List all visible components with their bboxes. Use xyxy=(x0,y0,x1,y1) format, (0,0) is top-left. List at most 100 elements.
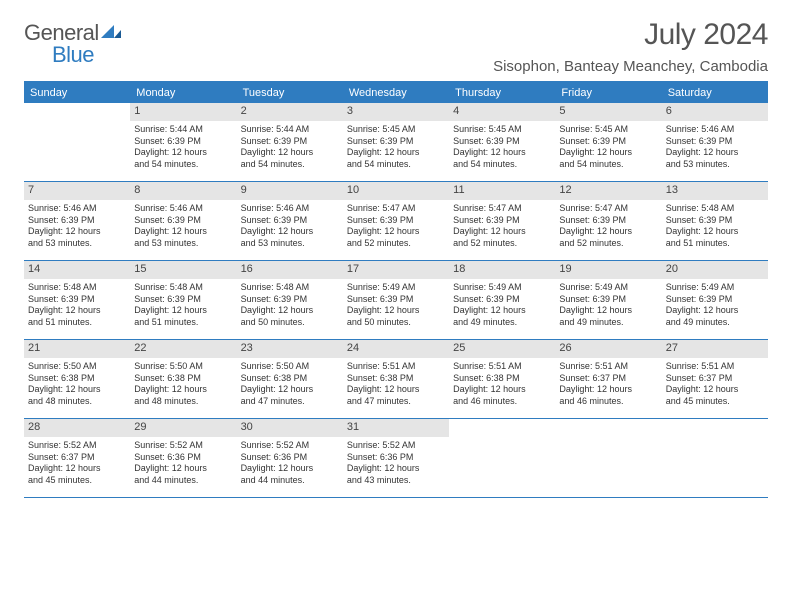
day-info-line: and 43 minutes. xyxy=(347,475,445,486)
day-cell: 25Sunrise: 5:51 AMSunset: 6:38 PMDayligh… xyxy=(449,340,555,418)
day-info-line: Sunrise: 5:50 AM xyxy=(241,361,339,372)
day-info-line: Daylight: 12 hours xyxy=(559,226,657,237)
day-body: Sunrise: 5:46 AMSunset: 6:39 PMDaylight:… xyxy=(662,121,768,175)
day-info-line: Daylight: 12 hours xyxy=(28,226,126,237)
day-info-line: and 46 minutes. xyxy=(453,396,551,407)
day-info-line: Sunset: 6:39 PM xyxy=(134,136,232,147)
day-body: Sunrise: 5:49 AMSunset: 6:39 PMDaylight:… xyxy=(662,279,768,333)
day-info-line: Sunset: 6:39 PM xyxy=(347,136,445,147)
day-info-line: and 49 minutes. xyxy=(666,317,764,328)
calendar-grid: 1Sunrise: 5:44 AMSunset: 6:39 PMDaylight… xyxy=(24,103,768,498)
day-info-line: Sunrise: 5:51 AM xyxy=(347,361,445,372)
day-info-line: Sunset: 6:39 PM xyxy=(347,294,445,305)
day-info-line: Sunrise: 5:48 AM xyxy=(241,282,339,293)
day-info-line: Daylight: 12 hours xyxy=(453,305,551,316)
week-row: 1Sunrise: 5:44 AMSunset: 6:39 PMDaylight… xyxy=(24,103,768,182)
logo-triangle-icon xyxy=(101,24,121,42)
day-cell: 10Sunrise: 5:47 AMSunset: 6:39 PMDayligh… xyxy=(343,182,449,260)
day-body: Sunrise: 5:52 AMSunset: 6:36 PMDaylight:… xyxy=(343,437,449,491)
day-body: Sunrise: 5:47 AMSunset: 6:39 PMDaylight:… xyxy=(555,200,661,254)
day-number: 6 xyxy=(662,103,768,121)
day-info-line: and 47 minutes. xyxy=(347,396,445,407)
calendar-page: GeneralBlue July 2024 Sisophon, Banteay … xyxy=(0,0,792,516)
day-number: 15 xyxy=(130,261,236,279)
day-info-line: Sunset: 6:39 PM xyxy=(347,215,445,226)
day-info-line: and 45 minutes. xyxy=(28,475,126,486)
day-info-line: and 48 minutes. xyxy=(134,396,232,407)
day-number: 23 xyxy=(237,340,343,358)
day-body: Sunrise: 5:45 AMSunset: 6:39 PMDaylight:… xyxy=(555,121,661,175)
day-info-line: and 48 minutes. xyxy=(28,396,126,407)
day-info-line: Sunset: 6:38 PM xyxy=(453,373,551,384)
day-info-line: Sunset: 6:39 PM xyxy=(559,136,657,147)
day-cell: 31Sunrise: 5:52 AMSunset: 6:36 PMDayligh… xyxy=(343,419,449,497)
day-info-line: Sunrise: 5:45 AM xyxy=(453,124,551,135)
day-info-line: Sunrise: 5:51 AM xyxy=(666,361,764,372)
day-number: 25 xyxy=(449,340,555,358)
day-info-line: Daylight: 12 hours xyxy=(134,226,232,237)
day-number: 20 xyxy=(662,261,768,279)
day-cell: 1Sunrise: 5:44 AMSunset: 6:39 PMDaylight… xyxy=(130,103,236,181)
day-info-line: Sunset: 6:37 PM xyxy=(28,452,126,463)
day-body: Sunrise: 5:48 AMSunset: 6:39 PMDaylight:… xyxy=(24,279,130,333)
day-info-line: Sunset: 6:38 PM xyxy=(347,373,445,384)
day-info-line: Daylight: 12 hours xyxy=(134,384,232,395)
day-info-line: and 50 minutes. xyxy=(347,317,445,328)
day-info-line: Sunset: 6:36 PM xyxy=(347,452,445,463)
day-info-line: Daylight: 12 hours xyxy=(666,384,764,395)
day-body: Sunrise: 5:44 AMSunset: 6:39 PMDaylight:… xyxy=(237,121,343,175)
day-number: 19 xyxy=(555,261,661,279)
day-info-line: Sunrise: 5:46 AM xyxy=(666,124,764,135)
day-body: Sunrise: 5:51 AMSunset: 6:37 PMDaylight:… xyxy=(662,358,768,412)
day-info-line: Sunset: 6:39 PM xyxy=(241,215,339,226)
day-body: Sunrise: 5:45 AMSunset: 6:39 PMDaylight:… xyxy=(449,121,555,175)
day-cell: 13Sunrise: 5:48 AMSunset: 6:39 PMDayligh… xyxy=(662,182,768,260)
day-info-line: Daylight: 12 hours xyxy=(241,384,339,395)
day-cell: 8Sunrise: 5:46 AMSunset: 6:39 PMDaylight… xyxy=(130,182,236,260)
day-number: 16 xyxy=(237,261,343,279)
day-cell: 3Sunrise: 5:45 AMSunset: 6:39 PMDaylight… xyxy=(343,103,449,181)
dow-monday: Monday xyxy=(130,83,236,103)
day-cell xyxy=(662,419,768,497)
day-info-line: Sunrise: 5:49 AM xyxy=(453,282,551,293)
day-cell: 18Sunrise: 5:49 AMSunset: 6:39 PMDayligh… xyxy=(449,261,555,339)
day-info-line: and 51 minutes. xyxy=(666,238,764,249)
day-info-line: and 53 minutes. xyxy=(134,238,232,249)
dow-thursday: Thursday xyxy=(449,83,555,103)
day-info-line: and 52 minutes. xyxy=(559,238,657,249)
day-info-line: Sunset: 6:39 PM xyxy=(134,294,232,305)
day-info-line: and 54 minutes. xyxy=(347,159,445,170)
day-number: 30 xyxy=(237,419,343,437)
day-info-line: Sunset: 6:39 PM xyxy=(666,294,764,305)
day-info-line: and 52 minutes. xyxy=(453,238,551,249)
day-info-line: Sunset: 6:39 PM xyxy=(559,215,657,226)
day-number: 8 xyxy=(130,182,236,200)
day-info-line: Daylight: 12 hours xyxy=(28,463,126,474)
day-cell xyxy=(24,103,130,181)
day-info-line: Daylight: 12 hours xyxy=(347,147,445,158)
day-info-line: Sunrise: 5:45 AM xyxy=(347,124,445,135)
day-info-line: Sunset: 6:38 PM xyxy=(241,373,339,384)
day-cell: 14Sunrise: 5:48 AMSunset: 6:39 PMDayligh… xyxy=(24,261,130,339)
day-info-line: Sunset: 6:36 PM xyxy=(241,452,339,463)
day-info-line: Sunset: 6:39 PM xyxy=(241,294,339,305)
location-text: Sisophon, Banteay Meanchey, Cambodia xyxy=(493,58,768,75)
day-info-line: Sunset: 6:39 PM xyxy=(241,136,339,147)
day-info-line: and 44 minutes. xyxy=(134,475,232,486)
day-cell: 2Sunrise: 5:44 AMSunset: 6:39 PMDaylight… xyxy=(237,103,343,181)
day-number: 28 xyxy=(24,419,130,437)
day-info-line: Sunrise: 5:47 AM xyxy=(453,203,551,214)
day-info-line: and 54 minutes. xyxy=(559,159,657,170)
day-info-line: Daylight: 12 hours xyxy=(241,305,339,316)
day-info-line: Sunrise: 5:48 AM xyxy=(28,282,126,293)
day-number: 4 xyxy=(449,103,555,121)
day-cell: 28Sunrise: 5:52 AMSunset: 6:37 PMDayligh… xyxy=(24,419,130,497)
title-block: July 2024 Sisophon, Banteay Meanchey, Ca… xyxy=(493,18,768,75)
day-body: Sunrise: 5:52 AMSunset: 6:36 PMDaylight:… xyxy=(237,437,343,491)
day-info-line: Sunset: 6:39 PM xyxy=(666,136,764,147)
day-info-line: Sunrise: 5:46 AM xyxy=(241,203,339,214)
day-of-week-header: Sunday Monday Tuesday Wednesday Thursday… xyxy=(24,83,768,103)
day-info-line: Daylight: 12 hours xyxy=(559,305,657,316)
day-info-line: and 53 minutes. xyxy=(666,159,764,170)
day-info-line: Sunset: 6:37 PM xyxy=(666,373,764,384)
